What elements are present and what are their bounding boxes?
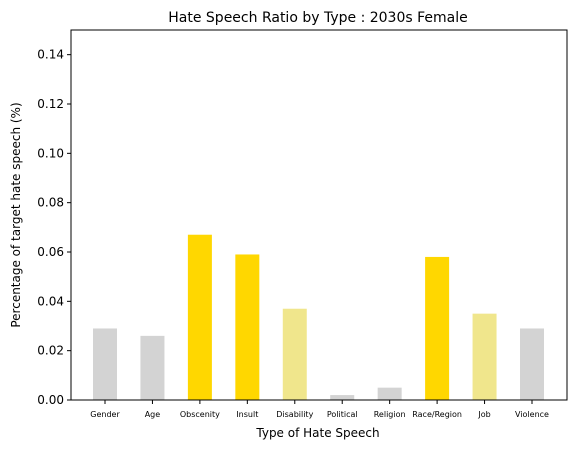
chart-title: Hate Speech Ratio by Type : 2030s Female — [168, 10, 467, 26]
y-tick-label: 0.10 — [37, 146, 64, 160]
bar — [520, 328, 544, 400]
x-tick-label: Race/Region — [412, 410, 462, 419]
bar — [93, 328, 117, 400]
y-axis-label: Percentage of target hate speech (%) — [9, 102, 23, 327]
y-tick-label: 0.14 — [37, 48, 64, 62]
x-tick-label: Violence — [515, 410, 549, 419]
x-tick-label: Age — [145, 410, 161, 419]
y-tick-label: 0.08 — [37, 196, 64, 210]
y-tick-label: 0.04 — [37, 294, 64, 308]
x-axis-label: Type of Hate Speech — [255, 426, 379, 440]
y-tick-label: 0.02 — [37, 344, 64, 358]
y-tick-label: 0.06 — [37, 245, 64, 259]
x-tick-label: Insult — [236, 410, 258, 419]
bar — [235, 254, 260, 400]
bar — [187, 234, 212, 400]
bar — [377, 387, 402, 400]
plot-area: 0.00 0.02 0.04 0.06 0.08 0.10 0.12 0.14 Gender Ag… — [37, 48, 549, 419]
y-tick-label: 0.00 — [37, 393, 64, 407]
x-tick-label: Religion — [374, 410, 406, 419]
bar — [472, 313, 497, 400]
x-tick-label: Obscenity — [180, 410, 220, 419]
bar — [282, 308, 307, 400]
bar — [425, 256, 450, 400]
bar — [330, 395, 355, 400]
x-tick-label: Disability — [276, 410, 313, 419]
x-tick-label: Political — [327, 410, 358, 419]
y-tick-label: 0.12 — [37, 97, 64, 111]
x-tick-label: Job — [477, 410, 490, 419]
plot-frame — [70, 29, 568, 401]
bar — [140, 335, 165, 400]
x-tick-label: Gender — [90, 410, 120, 419]
